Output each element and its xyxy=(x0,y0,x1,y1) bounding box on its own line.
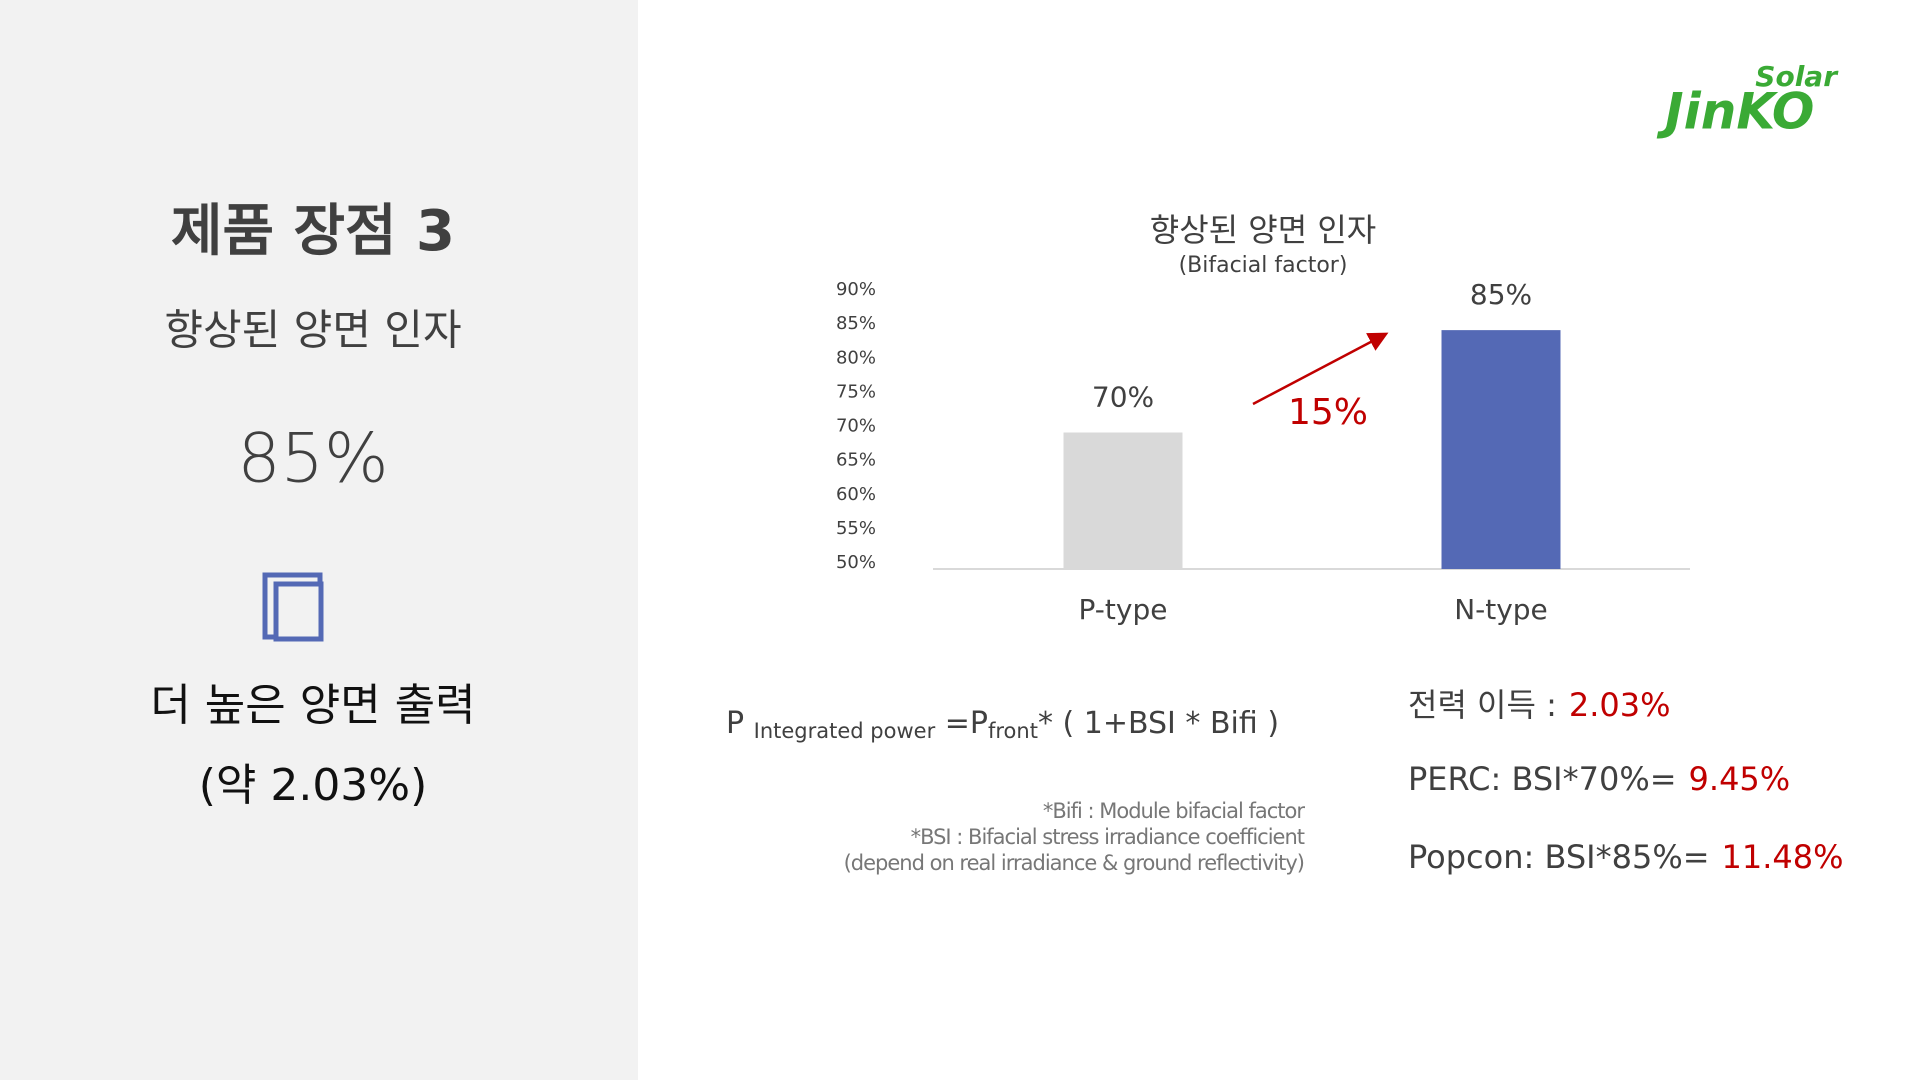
panel-subtitle: 향상된 양면 인자 xyxy=(164,306,461,355)
result-label: Popcon: BSI*85%= xyxy=(1408,838,1710,876)
left-panel xyxy=(0,0,638,1080)
y-tick-label: 80% xyxy=(836,347,876,368)
results: 전력 이득 : 2.03% PERC: BSI*70%= 9.45% Popcon: B… xyxy=(1408,686,1844,876)
y-tick-label: 55% xyxy=(836,518,876,539)
formula-sub: Integrated power xyxy=(754,719,936,743)
note: *BSI : Bifacial stress irradiance coeffi… xyxy=(911,825,1305,849)
result: Popcon: BSI*85%= 11.48% xyxy=(1408,838,1844,876)
formula: P Integrated power =Pfront* ( 1+BSI * Bi… xyxy=(726,706,1279,749)
result: PERC: BSI*70%= 9.45% xyxy=(1408,760,1790,798)
plot: 50% 55% 60% 65% 70% 75% 80% 85% 90% P-type 70% N-ty… xyxy=(836,278,1561,626)
result: 전력 이득 : 2.03% xyxy=(1408,686,1671,724)
benefit-detail: (약 2.03%) xyxy=(199,760,428,811)
x-tick-label: N-type xyxy=(1454,593,1548,626)
result-value: 11.48% xyxy=(1722,838,1844,876)
result-value: 2.03% xyxy=(1569,686,1671,724)
growth-arrow xyxy=(1252,332,1389,406)
y-tick-label: 90% xyxy=(836,279,876,300)
benefit: 더 높은 양면 출력 xyxy=(150,680,475,731)
y-tick-label: 65% xyxy=(836,450,876,471)
value-label: 85% xyxy=(1470,278,1532,311)
panel-value: 85% xyxy=(237,420,388,499)
chart-subtitle: (Bifacial factor) xyxy=(1179,253,1348,278)
note: *Bifi : Module bifacial factor xyxy=(1043,799,1306,823)
formula-p: P xyxy=(726,706,744,741)
result-value: 9.45% xyxy=(1689,760,1791,798)
y-tick-label: 60% xyxy=(836,484,876,505)
bar xyxy=(1063,432,1183,569)
annotation: 15% xyxy=(1288,392,1368,433)
result-label: 전력 이득 : xyxy=(1408,686,1557,724)
y-tick-label: 50% xyxy=(836,552,876,573)
logo-brand: JinKO xyxy=(1656,83,1814,141)
icon xyxy=(262,572,324,642)
formula-eq: =P xyxy=(945,706,988,741)
y-tick-label: 75% xyxy=(836,381,876,402)
formula-rest: * ( 1+BSI * Bifi ) xyxy=(1038,706,1279,741)
result-label: PERC: BSI*70%= xyxy=(1408,760,1677,798)
logo-tag: Solar xyxy=(1755,60,1839,93)
bar xyxy=(1441,330,1561,569)
note: (depend on real irradiance & ground refl… xyxy=(844,851,1304,875)
value-label: 70% xyxy=(1092,381,1154,414)
x-tick-label: P-type xyxy=(1079,593,1168,626)
chart-title: 향상된 양면 인자 xyxy=(1150,211,1376,249)
panel-title: 제품 장점 3 xyxy=(171,199,455,264)
formula-sub: front xyxy=(988,719,1038,743)
notes: *Bifi : Module bifacial factor*BSI : Bif… xyxy=(844,799,1307,875)
y-tick-label: 85% xyxy=(836,313,876,334)
y-tick-label: 70% xyxy=(836,416,876,437)
